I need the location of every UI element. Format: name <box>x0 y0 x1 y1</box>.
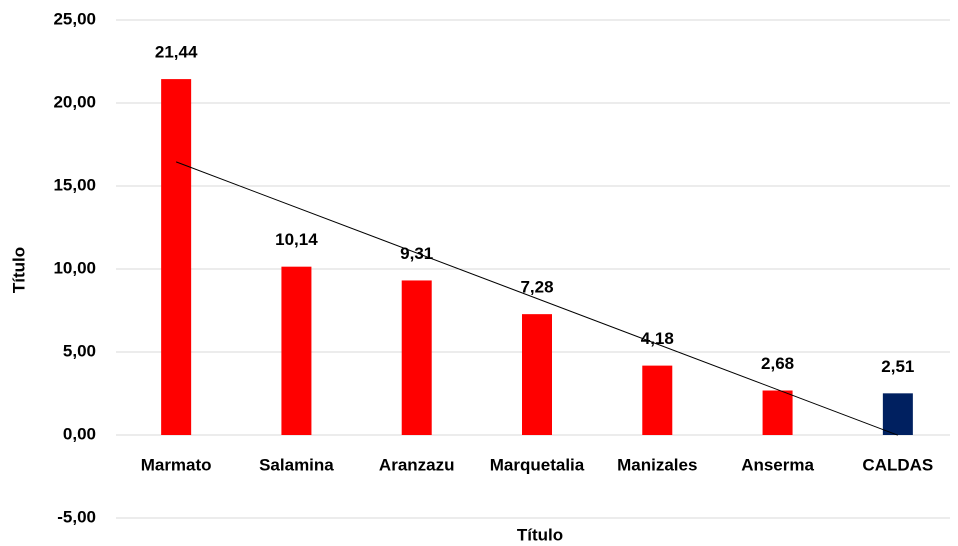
y-tick-label: 0,00 <box>63 424 96 443</box>
bar <box>882 393 913 435</box>
y-tick-label: 15,00 <box>53 175 96 194</box>
bar <box>281 266 312 435</box>
data-label: 10,14 <box>275 230 318 249</box>
data-label: 7,28 <box>520 278 553 297</box>
data-label: 21,44 <box>155 43 198 62</box>
data-label: 2,68 <box>761 354 794 373</box>
y-tick-label: -5,00 <box>57 507 96 526</box>
y-tick-label: 10,00 <box>53 258 96 277</box>
x-tick-label: Marquetalia <box>490 455 585 474</box>
bar <box>762 390 793 435</box>
y-tick-label: 20,00 <box>53 92 96 111</box>
x-axis-label: Título <box>517 525 563 544</box>
x-tick-label: Aranzazu <box>379 455 455 474</box>
x-tick-label: Marmato <box>141 455 212 474</box>
y-tick-label: 25,00 <box>53 9 96 28</box>
bar <box>161 79 192 435</box>
data-label: 4,18 <box>641 329 674 348</box>
y-axis-label: Título <box>9 247 28 293</box>
x-tick-label: Salamina <box>259 455 334 474</box>
y-tick-label: 5,00 <box>63 341 96 360</box>
x-tick-label: CALDAS <box>862 455 933 474</box>
bar <box>642 365 673 435</box>
x-tick-label: Anserma <box>741 455 814 474</box>
trendline <box>175 161 899 436</box>
data-label: 2,51 <box>881 357 914 376</box>
bar <box>522 314 552 435</box>
x-tick-label: Manizales <box>617 455 697 474</box>
bar <box>401 280 432 435</box>
